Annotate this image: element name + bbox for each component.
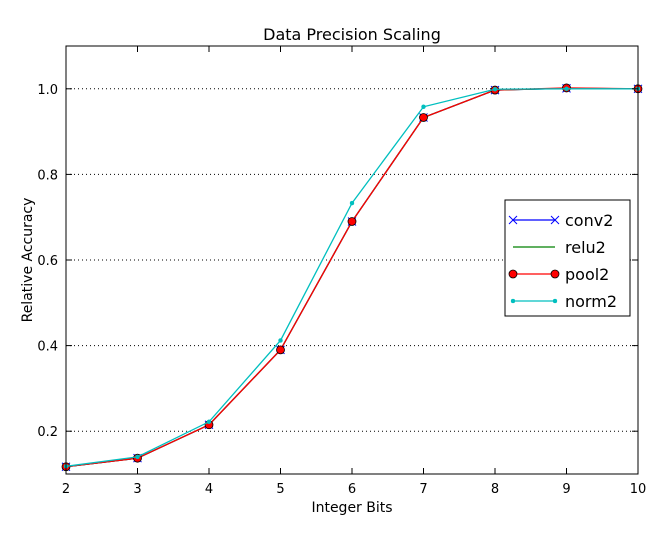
legend-label-norm2: norm2 [565, 292, 617, 311]
data-point-norm2 [564, 86, 569, 92]
x-tick-label: 10 [630, 482, 647, 497]
x-tick-label: 5 [276, 482, 284, 497]
x-tick-label: 3 [133, 482, 141, 497]
legend-marker-pool2 [550, 269, 560, 279]
legend-label-conv2: conv2 [565, 211, 613, 230]
data-point-pool2 [347, 217, 357, 226]
legend-marker-conv2 [550, 215, 560, 225]
data-point-norm2 [135, 454, 140, 460]
x-tick-label: 9 [562, 482, 570, 497]
y-tick-label: 1.0 [37, 83, 58, 98]
legend-label-pool2: pool2 [565, 265, 609, 284]
x-tick-label: 7 [419, 482, 427, 497]
x-tick-label: 2 [62, 482, 70, 497]
axis-ticks: 0.2 0.4 0.6 0.8 1.0 2 3 4 5 6 7 8 9 10 [37, 46, 646, 497]
x-tick-label: 4 [205, 482, 213, 497]
data-point-norm2 [492, 86, 498, 92]
legend-marker-conv2-stroke [508, 215, 518, 225]
data-point-norm2 [421, 104, 426, 110]
legend-marker-conv2 [508, 215, 518, 225]
legend-label-relu2: relu2 [565, 238, 606, 257]
y-axis-title: Relative Accuracy [20, 198, 36, 323]
y-tick-label: 0.4 [37, 340, 58, 355]
data-point-pool2 [276, 345, 285, 355]
x-tick-label: 6 [348, 482, 356, 497]
data-point-norm2 [206, 419, 212, 425]
data-point-norm2 [349, 200, 355, 206]
y-tick-label: 0.2 [37, 425, 58, 440]
legend: conv2 relu2 pool2 norm2 [504, 199, 631, 317]
legend-marker-norm2 [510, 298, 516, 304]
series-norm2 [63, 86, 641, 469]
x-tick-label: 8 [491, 482, 499, 497]
y-tick-label: 0.6 [37, 254, 58, 269]
data-point-norm2 [278, 338, 283, 343]
legend-marker-pool2 [508, 269, 518, 279]
legend-marker-norm2 [552, 298, 558, 304]
legend-box [504, 199, 631, 317]
chart-title: Data Precision Scaling [263, 25, 441, 44]
y-tick-label: 0.8 [37, 168, 58, 183]
legend-marker-conv2-stroke [550, 215, 560, 225]
x-axis-title: Integer Bits [311, 500, 392, 516]
data-point-pool2 [419, 113, 428, 122]
